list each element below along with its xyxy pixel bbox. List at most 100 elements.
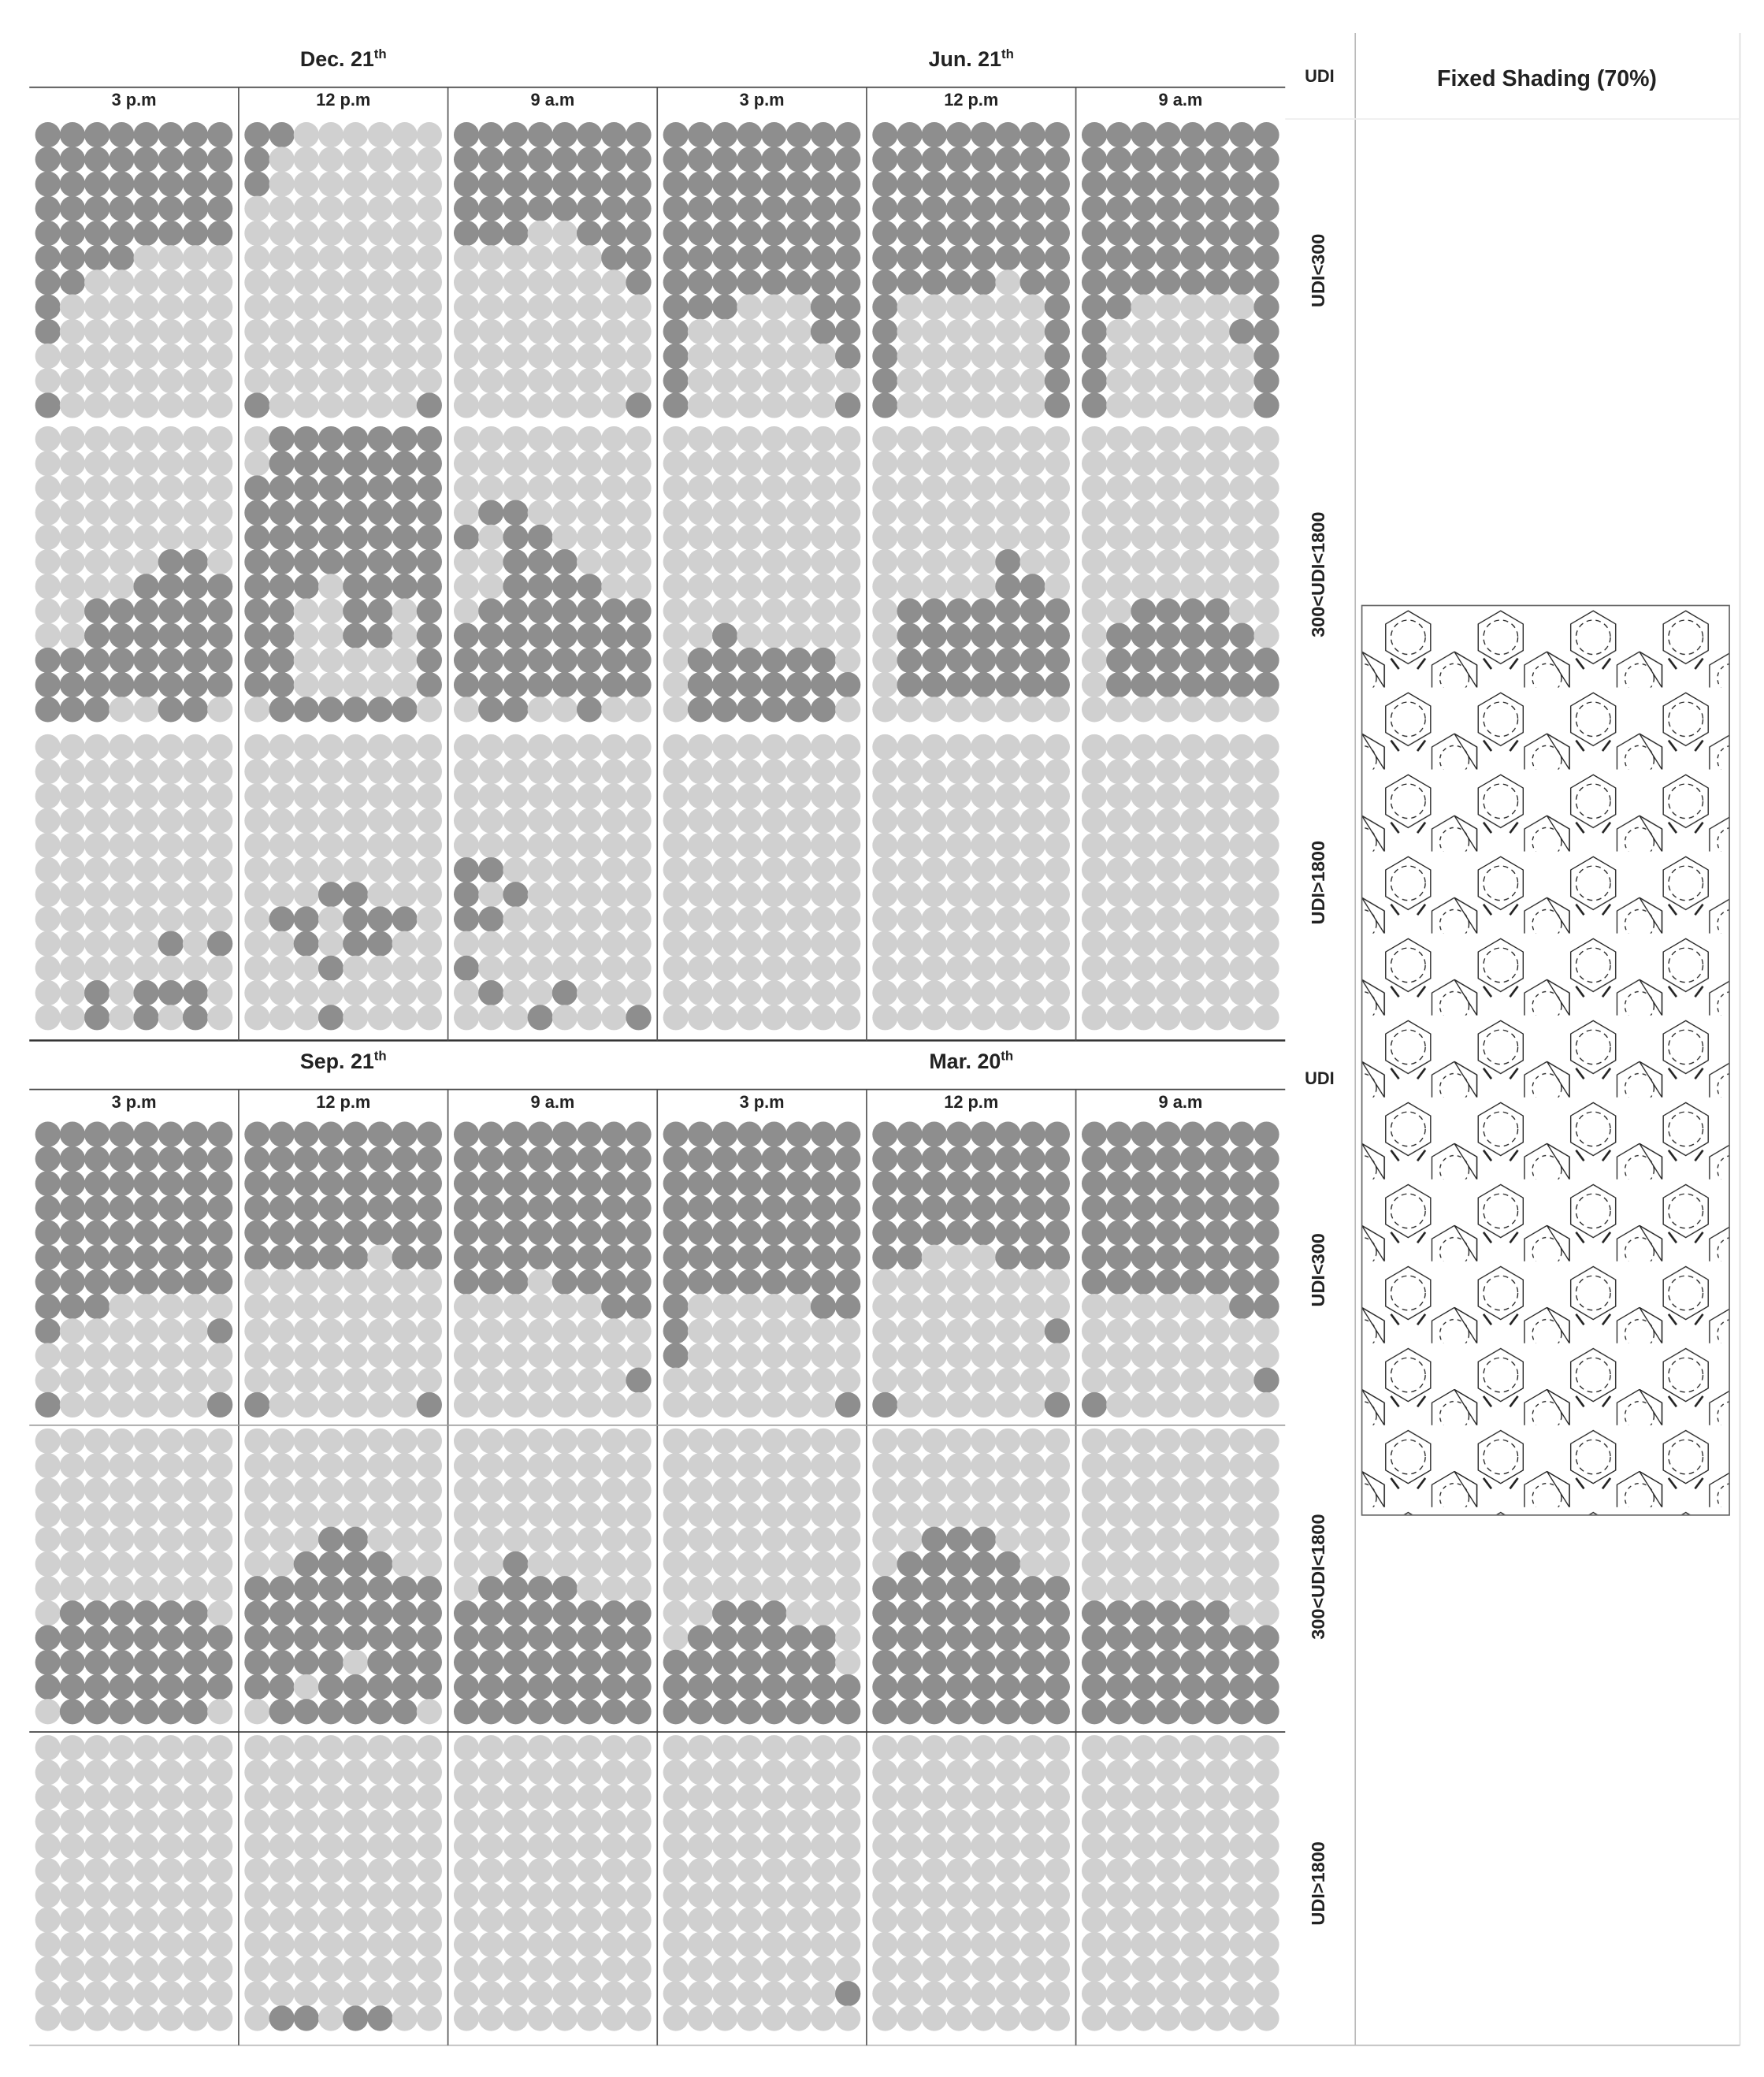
dot <box>1131 1858 1157 1884</box>
dot <box>810 1699 837 1725</box>
dot <box>897 318 923 344</box>
dot <box>995 1170 1021 1197</box>
dot <box>269 1146 295 1172</box>
dot <box>835 1005 861 1031</box>
dot <box>1081 1551 1108 1577</box>
dot <box>35 832 61 858</box>
dot <box>293 1453 319 1479</box>
dot <box>1081 1453 1108 1479</box>
dot <box>551 122 578 148</box>
dot <box>158 931 184 957</box>
dot <box>663 1600 689 1626</box>
dot <box>293 1526 319 1552</box>
dot <box>478 1391 504 1418</box>
dot <box>1179 318 1206 344</box>
dot <box>1204 1956 1231 1982</box>
dot <box>712 1428 738 1455</box>
dot <box>527 1526 553 1552</box>
dot <box>392 598 418 624</box>
dot <box>182 808 209 834</box>
dot <box>971 294 997 320</box>
dot <box>663 220 689 247</box>
dot <box>945 598 972 624</box>
dot <box>1155 475 1181 501</box>
dot <box>737 808 763 834</box>
dot <box>995 475 1021 501</box>
dot <box>1019 856 1045 883</box>
dot <box>207 1269 233 1295</box>
dot <box>1253 697 1279 723</box>
dot <box>921 171 947 197</box>
dot <box>810 1477 837 1503</box>
dot <box>897 1833 923 1860</box>
dot <box>1131 1649 1157 1675</box>
dot <box>109 1367 135 1393</box>
dot <box>1044 1551 1070 1577</box>
dot <box>872 368 898 394</box>
dot <box>1253 1502 1279 1528</box>
dot <box>1229 1220 1255 1246</box>
dot <box>343 2005 369 2031</box>
dot <box>416 1294 442 1320</box>
dot <box>133 622 159 648</box>
dot <box>527 1220 553 1246</box>
dot <box>244 500 270 526</box>
dot <box>835 622 861 648</box>
dot <box>367 1956 393 1982</box>
date-suffix: th <box>374 46 387 61</box>
dot <box>995 1600 1021 1626</box>
dot <box>293 171 319 197</box>
dot <box>343 882 369 908</box>
dot <box>133 1649 159 1675</box>
dot <box>897 1294 923 1320</box>
dot <box>897 1735 923 1761</box>
dot <box>663 245 689 271</box>
dot <box>35 1220 61 1246</box>
dot <box>478 622 504 648</box>
dot <box>318 1699 344 1725</box>
dot <box>109 195 135 221</box>
dot <box>343 980 369 1006</box>
dot <box>133 171 159 197</box>
dot <box>392 392 418 418</box>
dot <box>293 318 319 344</box>
dot <box>1019 1220 1045 1246</box>
dot <box>872 1931 898 1957</box>
dot <box>1155 1146 1181 1172</box>
dot <box>269 832 295 858</box>
dot <box>1106 1808 1132 1834</box>
dot <box>503 955 529 982</box>
dot <box>367 1244 393 1270</box>
dot <box>1081 856 1108 883</box>
dot <box>663 171 689 197</box>
dot <box>1253 1699 1279 1725</box>
dot <box>35 549 61 575</box>
dot <box>921 1269 947 1295</box>
dot <box>392 122 418 148</box>
dot <box>712 1784 738 1810</box>
dot <box>1106 1956 1132 1982</box>
dot <box>84 931 110 957</box>
dot <box>1253 392 1279 418</box>
dot <box>737 500 763 526</box>
dot <box>1081 697 1108 723</box>
dot <box>663 269 689 295</box>
dot <box>1131 2005 1157 2031</box>
dot <box>343 1699 369 1725</box>
dot <box>318 1600 344 1626</box>
date-suffix: th <box>1001 46 1014 61</box>
dot <box>503 1808 529 1834</box>
dot <box>945 1195 972 1221</box>
dot <box>269 783 295 809</box>
dot <box>785 1882 811 1908</box>
dot <box>810 1674 837 1700</box>
dot <box>945 1526 972 1552</box>
dot <box>663 1269 689 1295</box>
dot <box>1131 647 1157 674</box>
dot <box>182 147 209 173</box>
dot <box>453 574 480 600</box>
dot <box>626 1931 652 1957</box>
dot <box>785 171 811 197</box>
dot <box>737 1759 763 1785</box>
dot <box>207 1576 233 1602</box>
